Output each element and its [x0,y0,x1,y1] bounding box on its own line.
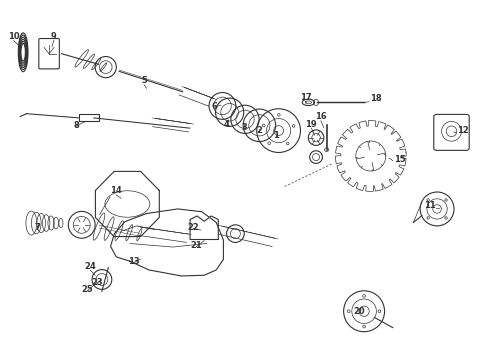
Text: 5: 5 [141,76,147,85]
Text: 18: 18 [370,94,382,103]
Text: 1: 1 [273,131,279,140]
Text: 4: 4 [224,120,230,129]
Text: 21: 21 [190,242,202,251]
Text: 11: 11 [424,201,436,210]
Text: 15: 15 [394,155,406,164]
Text: 9: 9 [51,32,57,41]
Text: 19: 19 [305,120,317,129]
Text: 24: 24 [84,262,96,271]
Text: 13: 13 [128,257,140,266]
Text: 2: 2 [256,126,262,135]
Text: 23: 23 [91,278,103,287]
Text: 16: 16 [315,112,327,121]
Text: 6: 6 [212,102,218,111]
Text: 3: 3 [241,123,247,132]
Text: 14: 14 [110,186,122,195]
Text: 25: 25 [82,285,94,294]
Text: 17: 17 [300,93,311,102]
Text: 10: 10 [8,32,20,41]
Text: 8: 8 [73,121,79,130]
Text: 12: 12 [457,126,469,135]
Text: 22: 22 [187,223,199,232]
Text: 7: 7 [35,223,41,232]
Text: 20: 20 [353,307,365,316]
